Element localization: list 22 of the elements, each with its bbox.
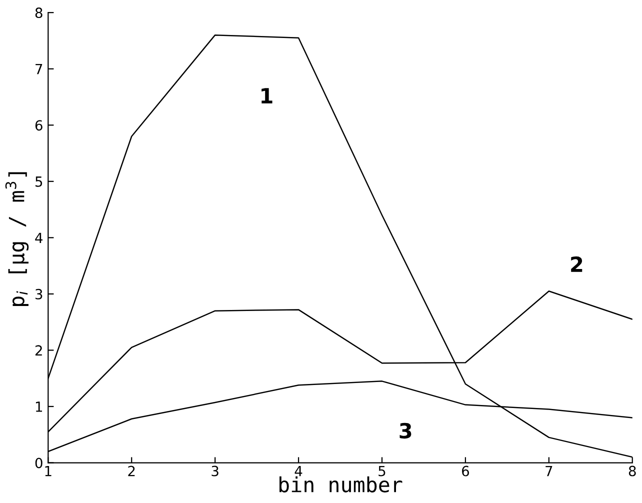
x-tick-label: 4 — [294, 466, 302, 476]
x-axis-title: bin number — [280, 476, 402, 492]
x-tick-label: 5 — [378, 466, 386, 476]
y-tick-label: 7 — [36, 64, 42, 74]
y-tick-label: 3 — [36, 288, 42, 300]
text: p$_{i}$ [µg / m$^{3}$] — [5, 172, 29, 306]
x-tick-label: 8 — [628, 466, 636, 476]
y-tick-label: 2 — [35, 345, 42, 356]
y-tick-label: 1 — [36, 402, 42, 412]
y-tick-label: 5 — [36, 176, 42, 187]
x-tick-label: 7 — [546, 466, 552, 476]
y-tick-label: 0 — [35, 458, 42, 468]
x-tick-label: 1 — [45, 466, 52, 476]
y-tick-label: 4 — [35, 232, 43, 243]
y-tick-label: 6 — [35, 120, 42, 131]
x-tick-label: 2 — [128, 466, 135, 476]
series-label: 3 — [400, 422, 412, 439]
x-tick-label: 3 — [212, 466, 218, 476]
x-tick-label: 6 — [462, 466, 469, 476]
text: 1 — [262, 88, 272, 104]
series-label: 2 — [571, 256, 582, 272]
y-tick-label: 8 — [35, 8, 42, 18]
